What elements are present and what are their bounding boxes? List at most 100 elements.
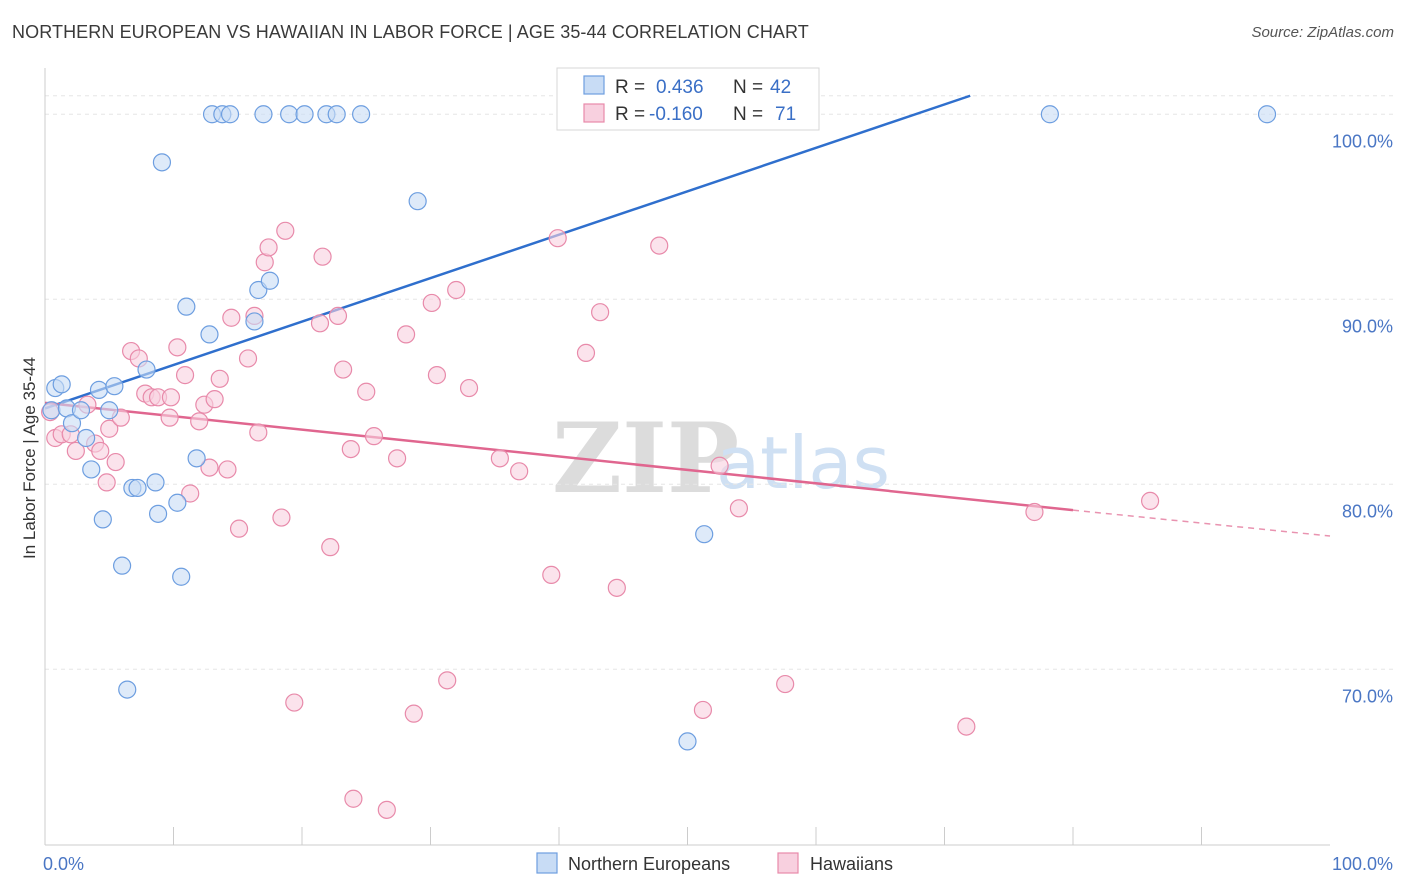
hawaiian-point-49 [396,325,416,344]
hawaiian-point-36 [276,221,295,240]
stats-r-value-northern: 0.436 [656,77,704,98]
hawaiian-point-19 [168,338,187,357]
stats-n-label-northern: N = [733,77,763,98]
northern-point-9 [93,510,112,529]
hawaiian-point-17 [161,388,181,407]
northern-point-38 [678,732,697,751]
y-tick-label-90: 90.0% [1342,316,1393,336]
y-tick-label-80: 80.0% [1342,501,1393,521]
hawaiian-points [41,221,1160,819]
trend-line-hawaiian [44,401,1074,512]
northern-points [42,105,1277,751]
hawaiian-point-26 [210,369,229,388]
hawaiian-point-28 [222,308,241,327]
hawaiian-point-66 [729,499,749,518]
northern-point-35 [327,105,346,124]
y-tick-labels: 70.0% 80.0% 90.0% 100.0% [1332,131,1393,706]
northern-point-33 [295,105,314,124]
hawaiian-point-59 [548,229,567,248]
northern-point-15 [128,478,147,498]
stats-swatch-hawaiian [583,103,605,123]
hawaiian-point-50 [404,704,423,723]
hawaiian-point-52 [427,366,447,385]
hawaiian-point-61 [591,303,610,322]
hawaiian-point-46 [364,427,384,446]
northern-point-11 [105,377,124,396]
legend-swatch-hawaiian [777,852,799,874]
northern-point-24 [200,325,219,344]
hawaiian-point-65 [710,456,729,475]
hawaiian-point-67 [776,674,795,694]
hawaiian-point-35 [272,508,291,527]
hawaiian-point-40 [321,538,340,557]
hawaiian-point-41 [328,306,348,325]
northern-point-10 [100,401,119,420]
northern-point-12 [112,556,132,575]
hawaiian-point-4 [66,441,85,461]
northern-point-2 [52,375,71,394]
northern-point-8 [89,380,109,399]
hawaiian-point-8 [97,473,116,492]
stats-r-label-hawaiian: R = [615,104,645,125]
hawaiian-point-37 [285,693,304,712]
northern-point-41 [1257,105,1277,124]
hawaiian-point-24 [200,458,219,477]
hawaiian-point-63 [650,236,669,255]
hawaiian-point-69 [1025,502,1044,522]
source-credit: Source: ZipAtlas.com [1251,24,1394,41]
trend-line-northern [44,94,971,410]
northern-point-36 [352,105,371,124]
northern-point-40 [1040,105,1059,124]
northern-point-20 [168,493,187,512]
northern-point-13 [118,680,137,699]
northern-point-23 [187,449,206,468]
legend: Northern Europeans Hawaiians [536,852,893,874]
y-axis-title: In Labor Force | Age 35-44 [20,357,39,559]
chart-title: NORTHERN EUROPEAN VS HAWAIIAN IN LABOR F… [12,22,809,42]
hawaiian-point-42 [334,360,353,379]
northern-point-30 [254,105,273,124]
northern-point-32 [280,105,299,124]
hawaiian-point-39 [313,247,332,266]
northern-point-6 [77,428,96,448]
hawaiian-point-34 [259,238,278,257]
stats-n-value-northern: 42 [770,77,791,98]
hawaiian-point-27 [218,460,237,479]
hawaiian-point-10 [106,452,125,472]
hawaiian-point-48 [387,449,407,468]
hawaiian-point-38 [310,314,330,333]
hawaiian-point-55 [459,378,479,398]
hawaiian-point-47 [377,800,396,819]
watermark-atlas: atlas [716,421,890,505]
legend-swatch-northern [536,852,558,874]
axes [44,68,1330,846]
trend-lines [44,94,1331,537]
stats-n-label-hawaiian: N = [733,104,763,125]
hawaiian-point-62 [607,578,626,597]
hawaiian-point-45 [357,382,376,401]
northern-point-21 [172,567,191,586]
northern-point-19 [152,153,172,172]
northern-point-39 [695,525,714,544]
northern-point-28 [245,312,264,331]
hawaiian-point-51 [422,293,441,313]
northern-point-22 [177,297,196,316]
hawaiian-point-68 [957,717,976,736]
trend-line-hawaiian-extension [1072,509,1331,537]
hawaiian-point-56 [490,449,509,468]
northern-point-16 [137,360,156,379]
hawaiian-point-30 [238,349,258,368]
hawaiian-point-58 [542,565,561,585]
hawaiian-point-18 [160,408,179,427]
stats-r-value-hawaiian: -0.160 [649,104,703,125]
legend-label-northern: Northern Europeans [568,854,730,874]
hawaiian-point-7 [91,441,110,461]
northern-point-4 [62,414,82,433]
northern-point-37 [408,192,427,211]
hawaiian-point-54 [447,280,466,300]
hawaiian-point-20 [175,366,195,385]
legend-label-hawaiian: Hawaiians [810,854,893,874]
northern-point-27 [220,105,240,124]
hawaiian-point-25 [205,390,224,409]
hawaiian-point-70 [1140,491,1160,510]
